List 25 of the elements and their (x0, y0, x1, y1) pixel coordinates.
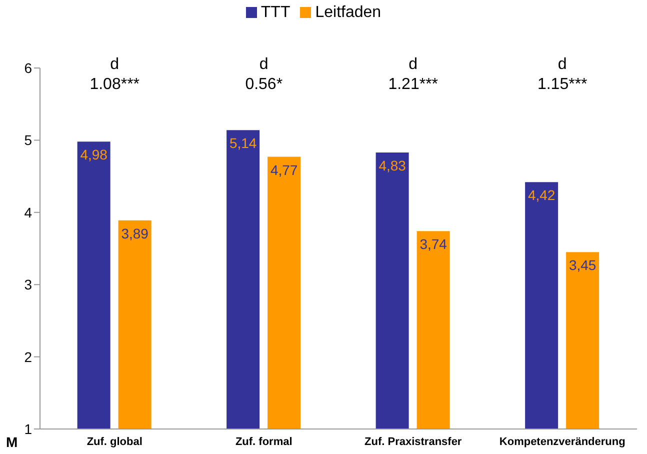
y-tick-label: 1 (24, 420, 32, 437)
annotation: d 1.15*** (536, 55, 588, 95)
data-label: 3,89 (121, 225, 149, 242)
annotation: d 0.56* (244, 55, 284, 95)
legend-label: TTT (260, 4, 290, 21)
y-tick-label: 2 (24, 348, 32, 365)
data-label: 4,98 (80, 146, 108, 163)
x-tick-label: Kompetenzveränderung (499, 436, 626, 448)
data-label: 4,83 (378, 157, 406, 174)
y-tick-label: 4 (24, 204, 32, 220)
y-axis-title: M (6, 434, 18, 450)
y-tick-label: 5 (24, 132, 32, 148)
data-label: 5,14 (229, 135, 257, 152)
annotation: d 1.21*** (387, 55, 440, 95)
x-tick-label: Zuf. Praxistransfer (364, 436, 462, 448)
data-label: 3,74 (420, 236, 448, 252)
data-label: 3,45 (568, 257, 596, 274)
legend-label: Leitfaden (315, 4, 382, 21)
x-tick-label: Zuf. formal (235, 436, 292, 448)
x-tick-label: Zuf. global (86, 436, 142, 448)
annotation: d 1.08*** (88, 55, 141, 95)
y-tick-label: 3 (24, 276, 32, 293)
data-label: 4,77 (270, 162, 298, 178)
data-label: 4,42 (528, 187, 556, 204)
y-tick-label: 6 (24, 60, 32, 76)
